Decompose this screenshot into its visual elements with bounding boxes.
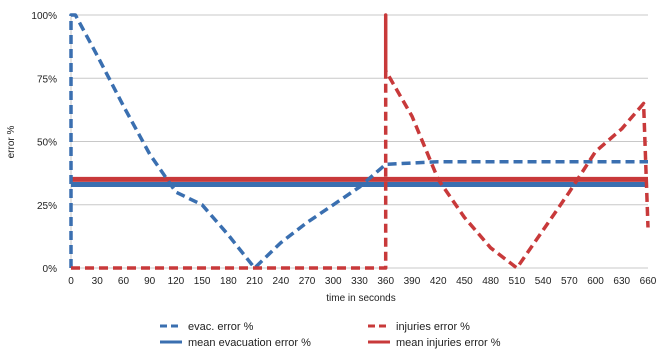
x-axis-label: time in seconds [326,293,395,304]
series-line [69,13,648,270]
y-tick-label: 25% [37,201,57,212]
x-tick-label: 0 [68,276,74,287]
x-tick-label: 150 [194,276,211,287]
gridlines [70,14,648,269]
x-tick-label: 540 [535,276,552,287]
x-tick-label: 270 [299,276,316,287]
legend-entry-label: mean injuries error % [396,337,501,349]
x-tick-label: 180 [220,276,237,287]
x-tick-label: 570 [561,276,578,287]
x-tick-label: 30 [92,276,104,287]
x-tick-label: 390 [404,276,421,287]
series-line [71,13,650,270]
x-tick-label: 450 [456,276,473,287]
x-tick-label: 480 [482,276,499,287]
x-tick-label: 510 [509,276,526,287]
x-tick-label: 360 [377,276,394,287]
x-tick-label: 630 [613,276,630,287]
x-tick-label: 240 [272,276,289,287]
y-tick-label: 50% [37,138,57,149]
x-tick-label: 60 [118,276,130,287]
y-axis-ticks: 0% 25% 50% 75% 100% [31,11,57,275]
y-tick-label: 100% [31,11,57,22]
y-tick-label: 75% [37,74,57,85]
x-tick-label: 330 [351,276,368,287]
legend-entry-label: injuries error % [396,321,470,333]
x-tick-label: 420 [430,276,447,287]
x-axis-ticks: 0 30 60 90 120 150 180 210 240 270 300 330 360 390 420… [68,276,657,287]
x-tick-label: 90 [144,276,156,287]
y-tick-label: 0% [43,264,58,275]
x-tick-label: 210 [246,276,263,287]
x-tick-label: 120 [168,276,185,287]
legend-entry-label: evac. error % [188,321,254,333]
x-tick-label: 660 [640,276,657,287]
series-lines [69,13,650,270]
legend: evac. error % mean evacuation error % inju… [160,321,501,349]
legend-entry-label: mean evacuation error % [188,337,311,349]
x-tick-label: 300 [325,276,342,287]
x-tick-label: 600 [587,276,604,287]
y-axis-label: error % [6,126,17,159]
